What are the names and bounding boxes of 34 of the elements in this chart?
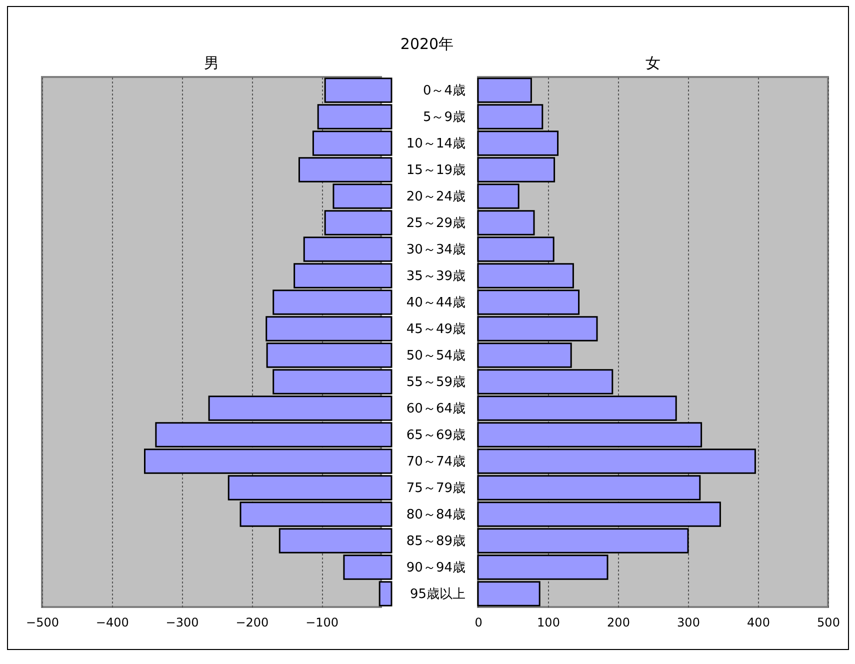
y-tick-label: 75～79歳 (406, 480, 466, 496)
y-tick-label: 85～89歳 (406, 534, 466, 549)
y-tick-label: 40～44歳 (406, 295, 466, 310)
x-tick-label: 500 (817, 616, 840, 630)
x-tick-label: −400 (96, 616, 129, 630)
chart-title: 女 (646, 54, 660, 72)
y-tick-label: 55～59歳 (406, 374, 466, 390)
text: 2020年 (400, 35, 454, 54)
y-tick-label: 15～19歳 (406, 162, 466, 178)
y-tick-label: 0～4歳 (422, 83, 466, 98)
chart-title: 男 (204, 54, 219, 72)
x-tick-label: 400 (747, 616, 770, 630)
y-tick-label: 70～74歳 (406, 454, 466, 470)
y-tick-label: 10～14歳 (406, 136, 466, 152)
y-tick-label: 65～69歳 (406, 428, 466, 443)
y-tick-label: 20～24歳 (406, 189, 466, 204)
x-tick-label: −200 (236, 616, 269, 630)
y-tick-label: 5～9歳 (422, 110, 466, 125)
y-tick-label: 45～49歳 (406, 322, 466, 337)
y-tick-label: 25～29歳 (406, 216, 466, 231)
y-tick-label: 80～84歳 (406, 507, 466, 522)
x-tick-label: −300 (166, 616, 199, 630)
y-tick-label: 50～54歳 (406, 348, 466, 364)
y-tick-label: 35～39歳 (406, 268, 466, 284)
x-tick-label: 300 (677, 616, 700, 630)
x-tick-label: 0 (474, 616, 482, 630)
x-tick-label: 200 (607, 616, 630, 630)
x-tick-label: −100 (306, 616, 339, 630)
y-tick-label: 95歳以上 (410, 586, 466, 602)
x-tick-label: −500 (26, 616, 59, 630)
y-tick-label: 60～64歳 (406, 401, 466, 416)
x-tick-label: 100 (537, 616, 560, 630)
y-tick-label: 90～94歳 (406, 560, 466, 576)
y-tick-label: 30～34歳 (406, 242, 466, 258)
